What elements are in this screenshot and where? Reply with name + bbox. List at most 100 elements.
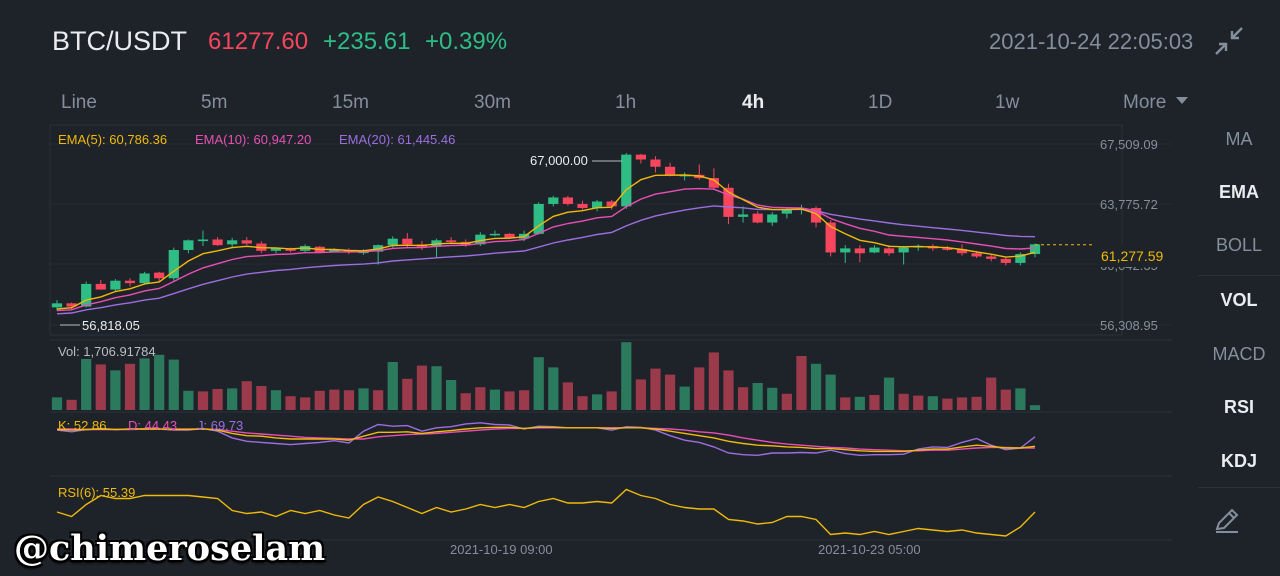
indicator-ema[interactable]: EMA: [1219, 182, 1259, 202]
volume-bar: [373, 390, 384, 410]
kdj-k-legend: K: 52.86: [58, 418, 107, 433]
volume-bar: [285, 396, 296, 410]
candle-body: [81, 283, 92, 307]
candle-body: [475, 234, 486, 245]
candle-body: [650, 159, 661, 167]
volume-bar: [475, 387, 486, 410]
tab-15m[interactable]: 15m: [332, 92, 369, 113]
volume-bar: [124, 363, 136, 410]
volume-bar: [154, 354, 165, 410]
tab-5m[interactable]: 5m: [201, 92, 228, 113]
last-price: 61277.60: [208, 28, 309, 55]
volume-bar: [51, 397, 63, 410]
candle-body: [183, 240, 194, 250]
volume-bar: [241, 381, 252, 410]
indicator-rsi[interactable]: RSI: [1223, 397, 1254, 417]
price-tick-2: 63,775.72: [1100, 197, 1158, 212]
indicator-macd[interactable]: MACD: [1212, 344, 1266, 364]
volume-legend: Vol: 1,706.91784: [58, 344, 156, 359]
volume-bar: [139, 358, 150, 410]
candle-body: [1015, 254, 1026, 263]
volume-bar: [548, 367, 559, 410]
candle-body: [591, 201, 603, 208]
candle-body: [504, 233, 515, 238]
volume-bar: [956, 397, 968, 410]
candle-body: [883, 248, 895, 254]
indicator-vol[interactable]: VOL: [1220, 290, 1258, 310]
candle-body: [810, 207, 822, 223]
kdj-j-line: [56, 422, 1036, 457]
candle-body: [51, 303, 63, 308]
indicator-ma[interactable]: MA: [1225, 129, 1253, 149]
volume-bar: [737, 387, 749, 410]
ema20-line: [56, 205, 1036, 315]
time-tick-2: 2021-10-23 05:00: [818, 542, 921, 557]
tab-more-label: More: [1123, 92, 1167, 113]
indicator-kdj[interactable]: KDJ: [1220, 451, 1257, 471]
volume-bar: [460, 393, 471, 410]
volume-bar: [343, 390, 355, 410]
volume-bar: [723, 370, 734, 410]
tab-1d[interactable]: 1D: [868, 92, 893, 113]
volume-bar: [679, 386, 690, 410]
volume-bar: [489, 389, 501, 410]
candle-body: [854, 248, 865, 254]
volume-bar: [796, 356, 807, 410]
tab-1h[interactable]: 1h: [615, 92, 637, 113]
tab-30m[interactable]: 30m: [474, 92, 511, 113]
candle-body: [723, 187, 734, 217]
pencil-ruler-icon[interactable]: [1212, 505, 1242, 535]
high-marker: 67,000.00: [530, 153, 588, 168]
volume-bar: [314, 390, 325, 410]
candle-body: [635, 154, 646, 160]
kdj-k-line: [56, 426, 1036, 453]
collapse-arrows-icon[interactable]: [1212, 24, 1246, 58]
volume-bar: [708, 352, 719, 410]
kdj-j-legend: J: 69.73: [197, 418, 244, 433]
candle-body: [270, 248, 282, 251]
candle-body: [956, 249, 968, 254]
volume-bar: [810, 363, 822, 410]
volume-bar: [95, 364, 106, 410]
candle-body: [402, 238, 413, 245]
candle-body: [971, 253, 982, 257]
volume-bar: [664, 374, 676, 410]
volume-bar: [416, 365, 428, 410]
watermark: @chimeroselam: [14, 528, 326, 569]
volume-bar: [329, 389, 340, 410]
volume-bar: [971, 396, 982, 410]
tab-more[interactable]: More: [1123, 92, 1188, 114]
tab-line[interactable]: Line: [61, 92, 97, 113]
volume-bar: [197, 391, 209, 410]
volume-bar: [854, 396, 865, 410]
ema10-line: [56, 187, 1036, 312]
volume-bar: [446, 380, 457, 410]
price-change-percent: +0.39%: [425, 28, 508, 55]
indicator-boll[interactable]: BOLL: [1215, 235, 1263, 255]
candle-body: [548, 197, 559, 204]
tab-1w[interactable]: 1w: [995, 92, 1020, 113]
candle-body: [664, 166, 676, 175]
candle-body: [154, 272, 165, 279]
candle-body: [446, 240, 457, 242]
candle-body: [869, 247, 880, 253]
candle-body: [95, 283, 106, 290]
volume-bar: [913, 395, 924, 410]
pair-symbol[interactable]: BTC/USDT: [52, 26, 187, 56]
ema10-legend: EMA(10): 60,947.20: [195, 132, 312, 147]
volume-bar: [883, 377, 895, 410]
kdj-d-legend: D: 44.43: [128, 418, 178, 433]
tab-4h[interactable]: 4h: [742, 92, 765, 113]
volume-bar: [168, 359, 179, 410]
volume-bar: [270, 390, 282, 410]
price-change: +235.61: [323, 28, 411, 55]
candle-body: [708, 178, 719, 188]
timestamp: 2021-10-24 22:05:03: [989, 29, 1194, 54]
time-tick-1: 2021-10-19 09:00: [450, 542, 553, 557]
caret-down-icon: [1175, 97, 1188, 104]
candle-body: [840, 248, 851, 253]
candle-body: [562, 197, 574, 204]
volume-bar: [1015, 388, 1026, 410]
candle-body: [533, 203, 544, 234]
